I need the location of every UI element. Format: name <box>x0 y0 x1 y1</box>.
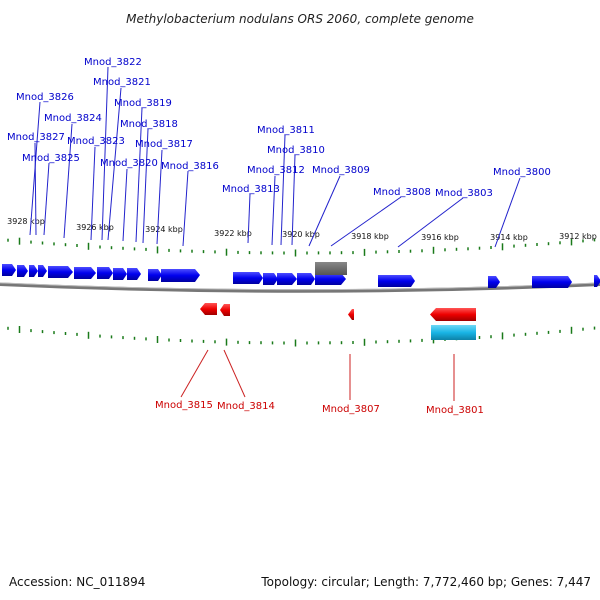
gene-forward[interactable] <box>48 266 73 278</box>
gene-forward[interactable] <box>315 273 346 285</box>
gene-forward[interactable] <box>263 273 278 285</box>
gene-label-mnod-3807[interactable]: Mnod_3807 <box>322 404 380 415</box>
gene-label-mnod-3808[interactable]: Mnod_3808 <box>373 187 431 198</box>
kbp-label: 3926 kbp <box>76 223 114 232</box>
map-title: Methylobacterium nodulans ORS 2060, comp… <box>126 12 474 26</box>
gene-forward[interactable] <box>29 265 38 277</box>
gene-forward[interactable] <box>2 264 16 276</box>
gene-label-mnod-3800[interactable]: Mnod_3800 <box>493 167 551 178</box>
leader-line <box>280 134 286 246</box>
gene-forward[interactable] <box>378 275 415 287</box>
gene-label-mnod-3811[interactable]: Mnod_3811 <box>257 125 315 136</box>
gene-forward[interactable] <box>488 276 500 288</box>
gene-label-mnod-3814[interactable]: Mnod_3814 <box>217 401 275 412</box>
leader-line <box>142 128 149 244</box>
gene-label-mnod-3810[interactable]: Mnod_3810 <box>267 145 325 156</box>
forward-label-leaders <box>29 66 521 248</box>
gene-reverse[interactable] <box>430 308 476 321</box>
gene-forward[interactable] <box>97 267 113 279</box>
reverse-gene-labels: Mnod_3815 Mnod_3814 Mnod_3807 Mnod_3801 <box>155 400 484 416</box>
kbp-label: 3922 kbp <box>214 229 252 238</box>
gene-label-mnod-3827[interactable]: Mnod_3827 <box>7 132 65 143</box>
leader-line <box>397 197 464 248</box>
gene-label-mnod-3824[interactable]: Mnod_3824 <box>44 113 102 124</box>
gene-label-mnod-3813[interactable]: Mnod_3813 <box>222 184 280 195</box>
gene-forward[interactable] <box>161 269 200 282</box>
reverse-strand-genes <box>200 303 476 321</box>
kbp-label: 3928 kbp <box>7 217 45 226</box>
leader-line <box>34 142 37 236</box>
gene-label-mnod-3820[interactable]: Mnod_3820 <box>100 158 158 169</box>
gene-label-mnod-3803[interactable]: Mnod_3803 <box>435 188 493 199</box>
leader-line <box>180 349 209 398</box>
gene-label-mnod-3818[interactable]: Mnod_3818 <box>120 119 178 130</box>
kbp-label: 3914 kbp <box>490 233 528 242</box>
forward-strand-genes <box>2 264 600 288</box>
gene-label-mnod-3815[interactable]: Mnod_3815 <box>155 400 213 411</box>
genome-info-text: Topology: circular; Length: 7,772,460 bp… <box>260 575 591 589</box>
kbp-label: 3924 kbp <box>145 225 183 234</box>
scale-ticks-bottom <box>7 326 596 347</box>
leader-line <box>107 87 122 241</box>
gene-label-mnod-3801[interactable]: Mnod_3801 <box>426 405 484 416</box>
gene-label-mnod-3817[interactable]: Mnod_3817 <box>135 139 193 150</box>
gene-reverse[interactable] <box>220 304 230 316</box>
gene-label-mnod-3823[interactable]: Mnod_3823 <box>67 136 125 147</box>
gene-reverse[interactable] <box>200 303 217 315</box>
kbp-label: 3918 kbp <box>351 232 389 241</box>
leader-line <box>63 123 73 239</box>
kbp-label: 3912 kbp <box>559 232 597 241</box>
leader-line <box>308 175 341 247</box>
gene-forward[interactable] <box>532 276 572 288</box>
gene-forward[interactable] <box>148 269 162 281</box>
scale-labels: 3928 kbp 3926 kbp 3924 kbp 3922 kbp 3920… <box>7 217 597 242</box>
gene-reverse[interactable] <box>348 309 354 320</box>
gene-label-mnod-3822[interactable]: Mnod_3822 <box>84 57 142 68</box>
leader-line <box>135 107 143 243</box>
gene-other-feature[interactable] <box>315 262 347 275</box>
leader-line <box>271 175 276 246</box>
kbp-label: 3916 kbp <box>421 233 459 242</box>
leader-line <box>182 170 189 247</box>
gene-forward[interactable] <box>233 272 263 284</box>
gene-label-mnod-3821[interactable]: Mnod_3821 <box>93 77 151 88</box>
gene-label-mnod-3809[interactable]: Mnod_3809 <box>312 165 370 176</box>
gene-forward[interactable] <box>127 268 141 280</box>
gene-label-mnod-3825[interactable]: Mnod_3825 <box>22 153 80 164</box>
kbp-label: 3920 kbp <box>282 230 320 239</box>
genome-backbone-highlight <box>0 282 600 291</box>
rna-feature[interactable] <box>431 325 476 340</box>
leader-line <box>223 349 246 398</box>
leader-line <box>43 162 50 236</box>
scale-ticks-top <box>7 237 596 257</box>
reverse-label-leaders <box>180 349 455 401</box>
gene-forward[interactable] <box>277 273 297 285</box>
leader-line <box>90 146 96 241</box>
leader-line <box>247 193 251 244</box>
gene-forward[interactable] <box>113 268 127 280</box>
genome-backbone <box>0 282 600 293</box>
leader-line <box>122 168 128 242</box>
leader-line <box>494 177 521 248</box>
leader-line <box>156 149 163 245</box>
forward-gene-labels: Mnod_3826 Mnod_3827 Mnod_3824 Mnod_3825 … <box>7 57 551 199</box>
gene-forward[interactable] <box>297 273 315 285</box>
gene-forward[interactable] <box>74 267 96 279</box>
gene-forward[interactable] <box>38 265 47 277</box>
leader-line <box>101 66 109 241</box>
gene-label-mnod-3816[interactable]: Mnod_3816 <box>161 161 219 172</box>
gene-forward[interactable] <box>17 265 28 277</box>
leader-line <box>330 196 402 247</box>
accession-text: Accession: NC_011894 <box>9 575 145 589</box>
gene-label-mnod-3812[interactable]: Mnod_3812 <box>247 165 305 176</box>
leader-line <box>291 154 296 246</box>
gene-label-mnod-3819[interactable]: Mnod_3819 <box>114 98 172 109</box>
gene-forward[interactable] <box>594 275 600 287</box>
gene-label-mnod-3826[interactable]: Mnod_3826 <box>16 92 74 103</box>
